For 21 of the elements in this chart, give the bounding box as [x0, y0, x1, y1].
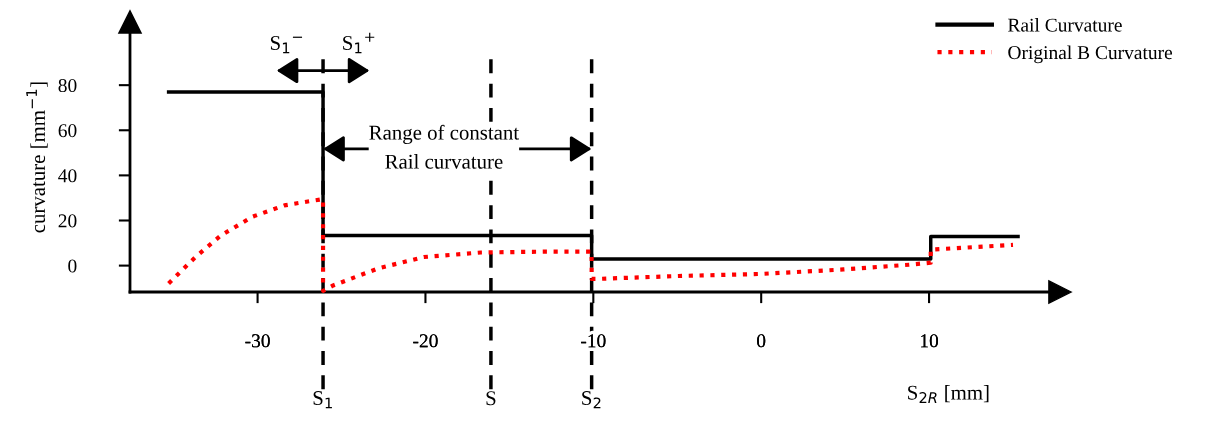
annotation: Range of constant Rail curvature	[369, 124, 519, 169]
annotation: S$_{1}$$^{+}$	[343, 32, 375, 54]
y-tick-label: 20	[58, 214, 77, 228]
line-series	[166, 196, 1016, 293]
y-axis-title: curvature [mm$^{−1}$]	[26, 82, 48, 233]
y-tick-label: 60	[58, 124, 77, 138]
x-tick-label: -20	[413, 334, 438, 348]
x-tick-label: 0	[757, 334, 766, 348]
y-tick-label: 0	[68, 259, 77, 273]
y-tick-label: 80	[58, 78, 77, 93]
legend-label: Original B Curvature	[1008, 45, 1173, 64]
x-tick-label: -30	[245, 334, 270, 348]
x-axis-title: S$_{2R}$ [mm]	[908, 385, 989, 403]
legend-label: Rail Curvature	[1008, 18, 1122, 32]
ref-line-label: S$_{1}$	[313, 391, 332, 409]
x-tick-label: -10	[581, 334, 606, 348]
ref-line-label: S$_{2}$	[582, 391, 601, 409]
annotation: S$_{1}$$^{−}$	[270, 36, 303, 54]
x-tick-label: 10	[921, 334, 939, 348]
y-tick-label: 40	[58, 169, 77, 183]
ref-line-label: S	[486, 391, 496, 406]
